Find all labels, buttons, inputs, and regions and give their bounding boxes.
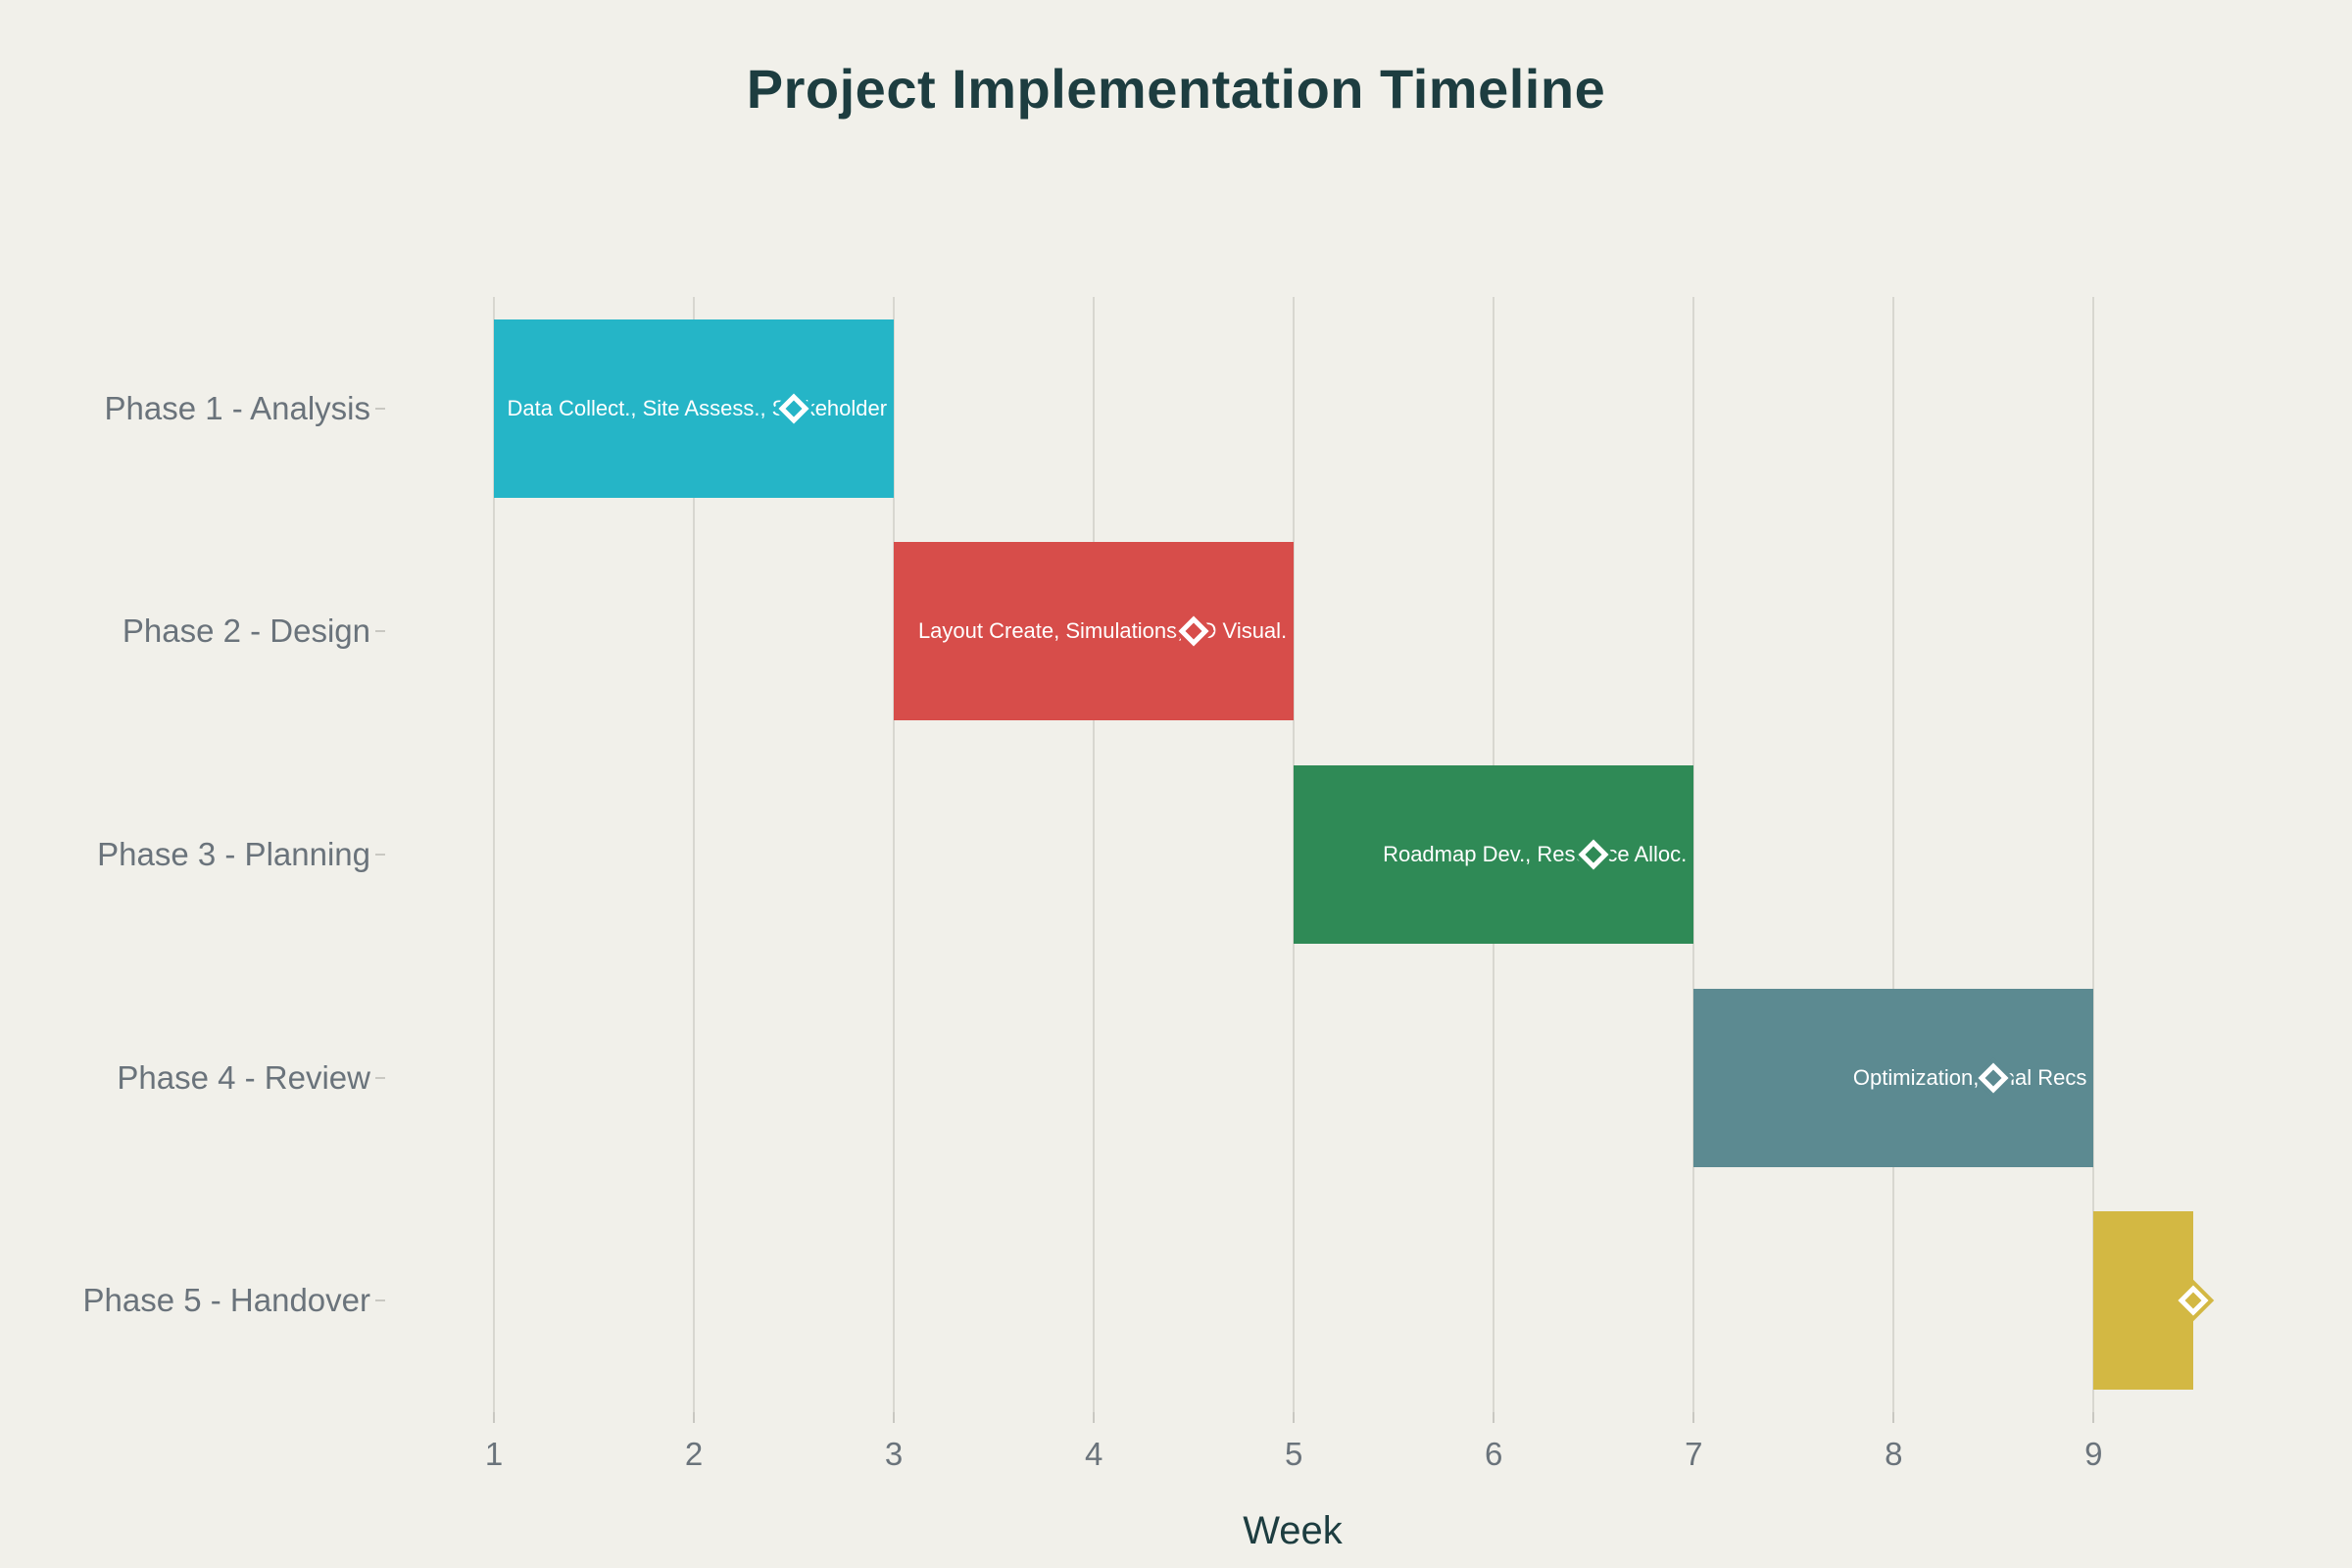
x-tick-label-1: 1: [484, 1436, 504, 1472]
gantt-bar-phase-2[interactable]: Layout Create, Simulations, 3D Visual.: [894, 542, 1295, 721]
y-axis-label-phase-3: Phase 3 - Planning: [97, 836, 370, 872]
y-tick-mark-phase-3: [375, 854, 385, 856]
x-tick-label-7: 7: [1685, 1436, 1703, 1472]
gridline-week-4: [1093, 297, 1096, 1412]
x-axis-title: Week: [1243, 1509, 1343, 1552]
x-tick-label-3: 3: [884, 1436, 904, 1472]
x-tick-mark-5: [1293, 1412, 1296, 1423]
x-tick-mark-7: [1692, 1412, 1695, 1423]
x-tick-label-2: 2: [684, 1436, 704, 1472]
gridline-week-3: [893, 297, 896, 1412]
bar-task-label: Data Collect., Site Assess., Stakeholder: [507, 395, 888, 420]
bar-task-label: Layout Create, Simulations, 3D Visual.: [917, 618, 1288, 644]
x-tick-mark-9: [2092, 1412, 2095, 1423]
bar-task-label: Roadmap Dev., Resource Alloc.: [1383, 841, 1688, 866]
x-tick-mark-8: [1892, 1412, 1895, 1423]
x-tick-mark-4: [1093, 1412, 1096, 1423]
x-tick-label-4: 4: [1084, 1436, 1103, 1472]
x-tick-mark-2: [693, 1412, 696, 1423]
x-tick-label-9: 9: [2084, 1436, 2103, 1472]
milestone-diamond-core: [2178, 1285, 2209, 1316]
plot-area: 1 2 3 4 5 6 7 8 9 Data Collect., Site Assess., St…: [375, 297, 2274, 1472]
chart-title: Project Implementation Timeline: [746, 58, 1606, 120]
x-tick-label-8: 8: [1885, 1436, 1903, 1472]
gridline-week-9: [2092, 297, 2095, 1412]
gridline-week-8: [1892, 297, 1895, 1412]
gridline-week-2: [693, 297, 696, 1412]
bar-task-label: Optimization, Final Recs: [1852, 1064, 2087, 1090]
y-tick-mark-phase-4: [375, 1076, 385, 1079]
y-axis-label-phase-2: Phase 2 - Design: [122, 612, 370, 650]
x-tick-mark-1: [493, 1412, 496, 1423]
gridline-week-7: [1692, 297, 1695, 1412]
y-axis-label-phase-5: Phase 5 - Handover: [82, 1282, 370, 1319]
x-tick-mark-3: [893, 1412, 896, 1423]
gantt-bar-phase-4[interactable]: Optimization, Final Recs: [1693, 988, 2094, 1167]
y-tick-mark-phase-1: [375, 407, 385, 410]
x-tick-label-6: 6: [1485, 1436, 1503, 1472]
y-tick-mark-phase-5: [375, 1299, 385, 1302]
y-tick-mark-phase-2: [375, 630, 385, 633]
y-axis-label-phase-4: Phase 4 - Review: [117, 1058, 370, 1096]
y-axis-label-phase-1: Phase 1 - Analysis: [104, 389, 370, 426]
gantt-bar-phase-1[interactable]: Data Collect., Site Assess., Stakeholder: [494, 318, 895, 498]
gantt-bar-phase-3[interactable]: Roadmap Dev., Resource Alloc.: [1294, 764, 1694, 945]
gridline-week-1: [493, 297, 496, 1412]
x-tick-mark-6: [1493, 1412, 1495, 1423]
x-tick-label-5: 5: [1285, 1436, 1303, 1472]
